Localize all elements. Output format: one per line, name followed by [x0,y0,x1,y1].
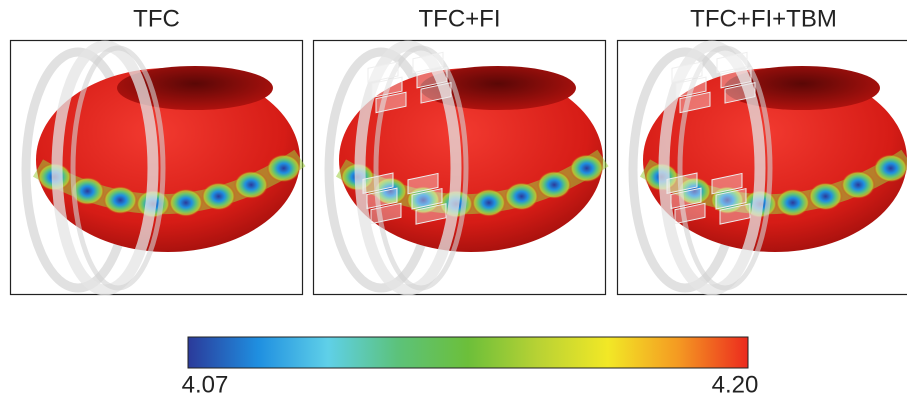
mode-spot [776,189,810,217]
mode-spot [472,189,506,217]
mode-spot [874,154,907,182]
mode-spot [169,189,203,217]
panel [11,41,303,295]
colorbar-tick-label: 4.20 [712,371,759,398]
figure: TFC TFC+FI TFC+FI+TBM 4.07 4.20 [0,0,907,405]
mode-spot [202,182,236,210]
panel [618,41,907,295]
mode-spot [570,154,604,182]
mode-spot [267,154,301,182]
mode-spot [537,171,571,199]
panel-title: TFC+FI [419,5,501,32]
panel-title: TFC+FI+TBM [690,5,837,32]
mode-spot [809,182,843,210]
mode-spot [841,171,875,199]
mode-spot [103,186,137,214]
panel [314,41,606,295]
colorbar-tick-label: 4.07 [182,371,229,398]
colorbar [188,337,748,368]
mode-spot [505,182,539,210]
panel-title: TFC [133,5,180,32]
mode-spot [234,171,268,199]
